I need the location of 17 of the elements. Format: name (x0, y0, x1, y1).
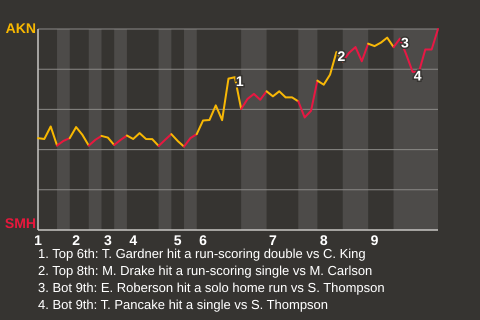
x-tick-label: 1 (34, 232, 42, 248)
x-tick-label: 7 (269, 232, 278, 248)
text: 3. Bot 9th: E. Roberson hit a solo home run vs S. Thompson (38, 280, 385, 295)
annotation: 1 (236, 72, 244, 89)
x-tick-label: 2 (72, 232, 80, 248)
text: 4. Bot 9th: T. Pancake hit a single vs S. Thompson (38, 297, 328, 312)
text: AKN (6, 20, 36, 36)
x-tick-label: 4 (129, 232, 138, 248)
x-tick-label: 3 (104, 232, 112, 248)
x-tick-label: 9 (370, 232, 379, 248)
annotation: 3 (401, 34, 410, 50)
text: SMH (4, 215, 36, 231)
x-tick-label: 6 (199, 232, 208, 248)
text: 1. Top 6th: T. Gardner hit a run-scoring double vs C. King (38, 246, 366, 261)
x-tick-label: 8 (320, 232, 328, 248)
text: 2. Top 8th: M. Drake hit a run-scoring single vs M. Carlson (38, 263, 372, 278)
x-tick-label: 5 (174, 232, 182, 248)
